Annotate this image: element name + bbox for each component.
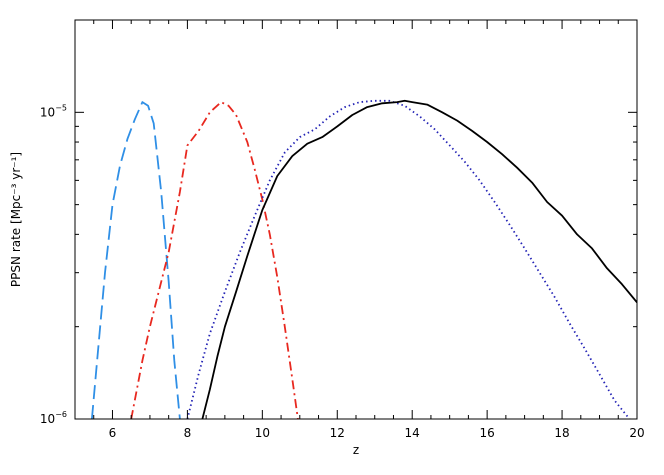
x-tick-label: 16 — [479, 426, 494, 440]
series-line-dashdot — [130, 101, 299, 419]
series-line-dashed — [91, 101, 181, 419]
x-tick-label: 14 — [405, 426, 420, 440]
x-tick-label: 6 — [109, 426, 117, 440]
y-tick-label: 10−6 — [40, 410, 67, 426]
series-layer — [91, 99, 637, 419]
x-axis-label: z — [353, 443, 359, 457]
ticks-layer — [74, 19, 638, 420]
plot-frame — [74, 19, 638, 420]
y-tick-label: 10−5 — [40, 103, 67, 119]
x-tick-label: 8 — [184, 426, 192, 440]
x-tick-label: 10 — [255, 426, 270, 440]
x-tick-label: 20 — [629, 426, 644, 440]
series-line-dotted — [186, 99, 631, 419]
labels-layer: 6 8 10 12 14 16 18 20 10−6 10−5 — [40, 103, 645, 440]
x-tick-label: 18 — [554, 426, 569, 440]
y-axis-label: PPSN rate [Mpc⁻³ yr⁻¹] — [9, 152, 23, 287]
series-line-solid — [201, 99, 637, 419]
x-tick-label: 12 — [330, 426, 345, 440]
